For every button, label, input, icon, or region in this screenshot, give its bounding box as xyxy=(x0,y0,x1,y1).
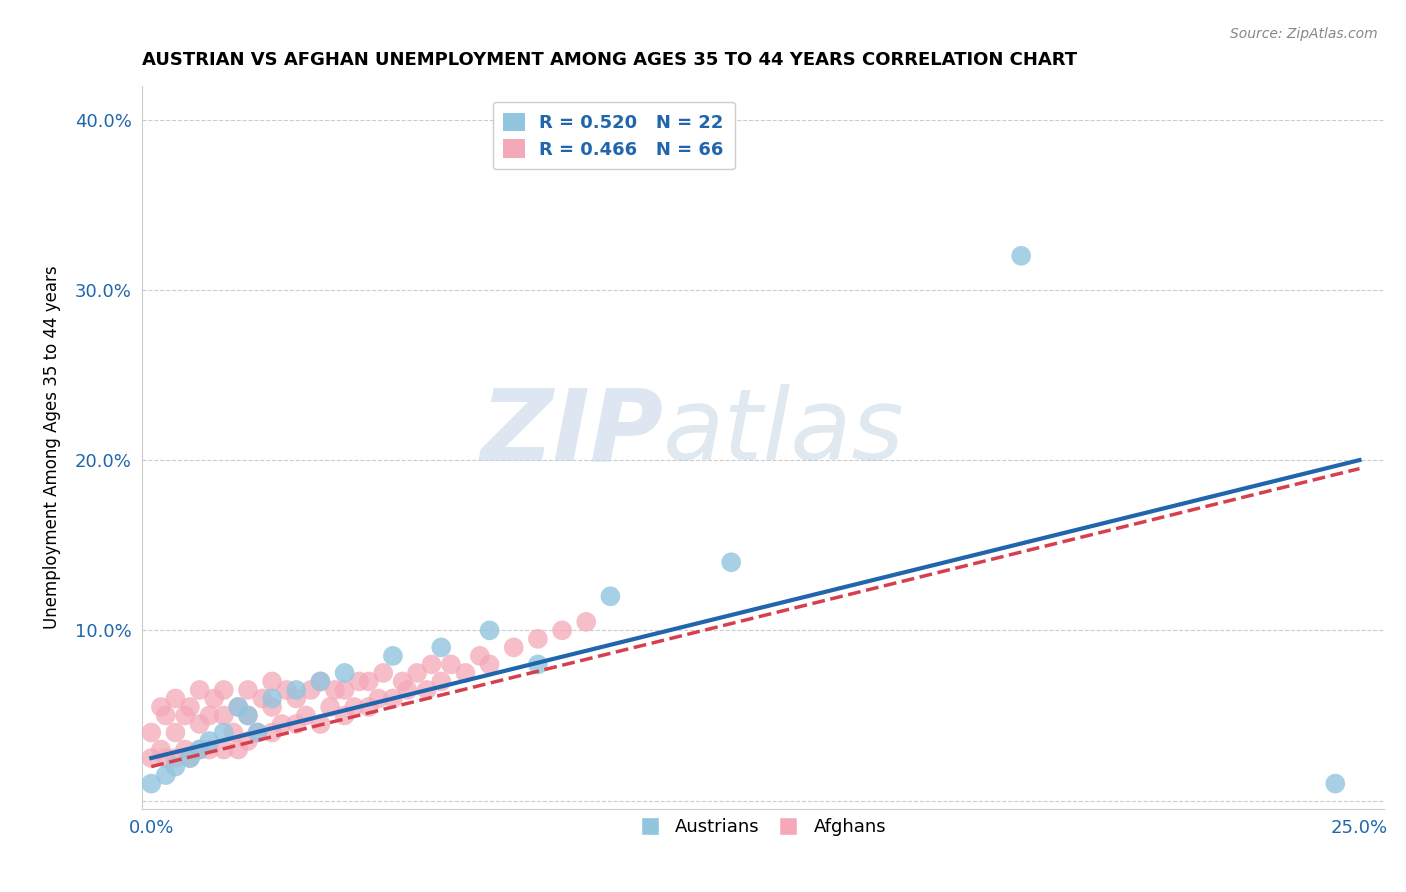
Point xyxy=(357,674,380,689)
Point xyxy=(391,674,413,689)
Point xyxy=(575,615,598,629)
Point xyxy=(179,751,201,765)
Point xyxy=(236,708,259,723)
Point xyxy=(246,725,269,739)
Point xyxy=(381,648,404,663)
Point xyxy=(295,708,318,723)
Point xyxy=(198,742,221,756)
Point xyxy=(262,691,284,706)
Point xyxy=(212,742,235,756)
Point xyxy=(309,717,332,731)
Point xyxy=(149,742,172,756)
Point xyxy=(236,682,259,697)
Point xyxy=(551,624,574,638)
Point xyxy=(333,708,356,723)
Text: ZIP: ZIP xyxy=(481,384,664,482)
Point xyxy=(149,700,172,714)
Point xyxy=(155,768,177,782)
Legend: Austrians, Afghans: Austrians, Afghans xyxy=(631,811,894,844)
Text: AUSTRIAN VS AFGHAN UNEMPLOYMENT AMONG AGES 35 TO 44 YEARS CORRELATION CHART: AUSTRIAN VS AFGHAN UNEMPLOYMENT AMONG AG… xyxy=(142,51,1077,69)
Point xyxy=(285,691,308,706)
Point xyxy=(174,708,197,723)
Point xyxy=(165,725,187,739)
Point xyxy=(357,700,380,714)
Point xyxy=(343,700,366,714)
Point xyxy=(720,555,742,569)
Point xyxy=(246,725,269,739)
Point xyxy=(141,751,163,765)
Point xyxy=(285,682,308,697)
Point xyxy=(440,657,463,672)
Point xyxy=(1010,249,1032,263)
Point xyxy=(155,708,177,723)
Point xyxy=(599,590,621,604)
Point xyxy=(454,665,477,680)
Point xyxy=(165,751,187,765)
Point xyxy=(262,674,284,689)
Point xyxy=(188,742,211,756)
Point xyxy=(367,691,389,706)
Text: atlas: atlas xyxy=(664,384,905,482)
Point xyxy=(502,640,524,655)
Point xyxy=(262,700,284,714)
Point xyxy=(226,700,249,714)
Point xyxy=(222,725,245,739)
Point xyxy=(319,700,342,714)
Text: Source: ZipAtlas.com: Source: ZipAtlas.com xyxy=(1230,27,1378,41)
Point xyxy=(276,682,298,697)
Y-axis label: Unemployment Among Ages 35 to 44 years: Unemployment Among Ages 35 to 44 years xyxy=(44,266,60,629)
Point xyxy=(141,725,163,739)
Point xyxy=(270,717,292,731)
Point xyxy=(174,742,197,756)
Point xyxy=(527,632,550,646)
Point xyxy=(347,674,370,689)
Point xyxy=(373,665,395,680)
Point xyxy=(226,700,249,714)
Point xyxy=(141,776,163,790)
Point xyxy=(333,665,356,680)
Point xyxy=(527,657,550,672)
Point xyxy=(309,674,332,689)
Point xyxy=(323,682,346,697)
Point xyxy=(165,691,187,706)
Point xyxy=(396,682,419,697)
Point xyxy=(188,717,211,731)
Point xyxy=(430,640,453,655)
Point xyxy=(420,657,443,672)
Point xyxy=(188,742,211,756)
Point xyxy=(165,759,187,773)
Point xyxy=(478,624,501,638)
Point xyxy=(285,717,308,731)
Point xyxy=(406,665,429,680)
Point xyxy=(252,691,274,706)
Point xyxy=(262,725,284,739)
Point xyxy=(212,682,235,697)
Point xyxy=(468,648,491,663)
Point xyxy=(212,725,235,739)
Point xyxy=(198,708,221,723)
Point xyxy=(202,691,225,706)
Point xyxy=(309,674,332,689)
Point xyxy=(198,734,221,748)
Point xyxy=(478,657,501,672)
Point xyxy=(212,708,235,723)
Point xyxy=(236,734,259,748)
Point xyxy=(416,682,439,697)
Point xyxy=(179,751,201,765)
Point xyxy=(299,682,322,697)
Point xyxy=(155,751,177,765)
Point xyxy=(179,700,201,714)
Point xyxy=(381,691,404,706)
Point xyxy=(1324,776,1347,790)
Point xyxy=(236,708,259,723)
Point xyxy=(430,674,453,689)
Point xyxy=(333,682,356,697)
Point xyxy=(188,682,211,697)
Point xyxy=(226,742,249,756)
